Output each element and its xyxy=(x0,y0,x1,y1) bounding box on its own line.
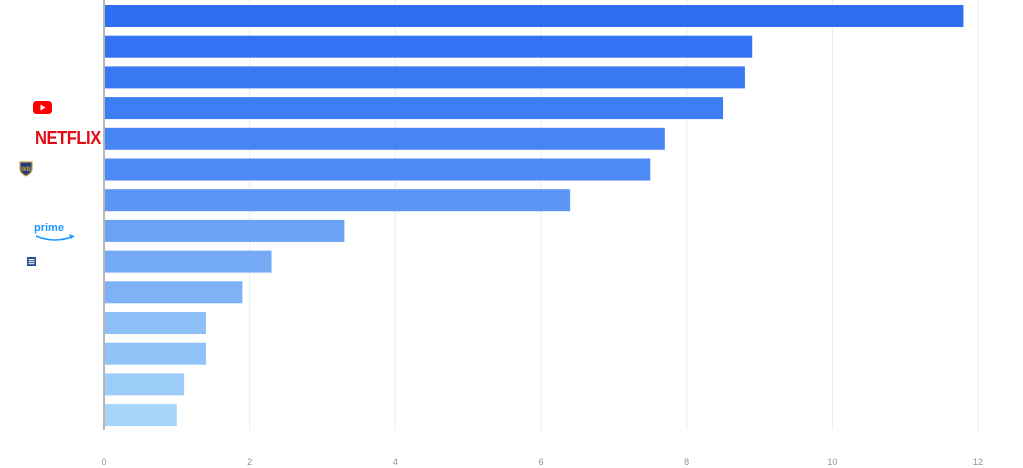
bar xyxy=(105,250,272,273)
x-tick-label: 6 xyxy=(538,457,543,467)
warner-bros-shield-icon: WB xyxy=(19,161,33,177)
bar xyxy=(105,5,964,27)
bar xyxy=(105,35,753,58)
bar xyxy=(105,97,724,120)
prime-logo: prime xyxy=(34,222,64,234)
bar xyxy=(105,189,571,212)
bar xyxy=(105,373,185,396)
x-tick-label: 4 xyxy=(393,457,398,467)
bar xyxy=(105,127,665,150)
x-tick-labels: 0 2 4 6 8 10 12 xyxy=(101,457,983,467)
bar xyxy=(105,312,206,334)
bar xyxy=(105,158,651,181)
x-tick-label: 10 xyxy=(827,457,837,467)
news-icon xyxy=(27,257,36,266)
bar xyxy=(105,342,206,365)
bar xyxy=(105,66,745,89)
x-tick-label: 0 xyxy=(101,457,106,467)
netflix-logo: NETFLIX xyxy=(35,128,101,148)
bar xyxy=(105,281,243,304)
x-tick-label: 2 xyxy=(247,457,252,467)
svg-text:WB: WB xyxy=(21,167,32,173)
bars xyxy=(105,5,964,427)
bar xyxy=(105,404,177,427)
bar xyxy=(105,219,345,242)
grid-lines xyxy=(249,0,979,430)
x-tick-label: 8 xyxy=(684,457,689,467)
youtube-icon xyxy=(33,101,52,114)
x-tick-label: 12 xyxy=(973,457,983,467)
amazon-smile-icon xyxy=(35,234,75,241)
